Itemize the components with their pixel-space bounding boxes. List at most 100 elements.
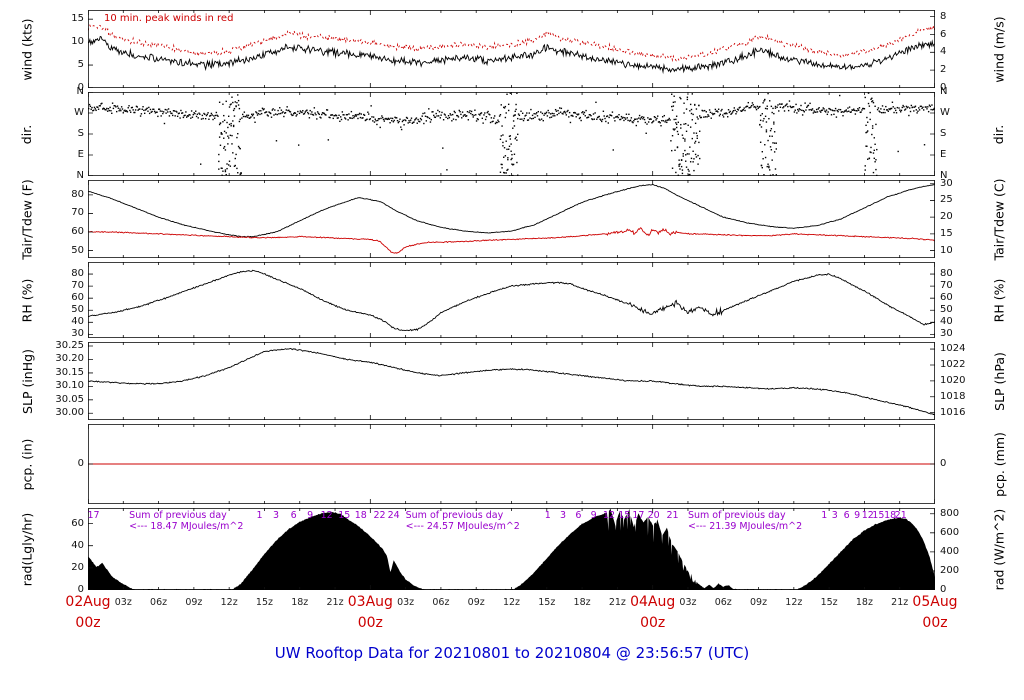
y-tick-left-rad: 40 — [71, 539, 84, 551]
axis-title-right-slp-text: SLP (hPa) — [991, 351, 1007, 411]
y-tick-right-tair: 15 — [940, 227, 953, 239]
rad-hour-mark: 21 — [666, 510, 679, 521]
y-tick-right-rad: 800 — [940, 507, 960, 519]
x-day-sublabel: 00z — [922, 615, 948, 631]
axis-title-left-dir-text: dir. — [19, 124, 35, 144]
y-tick-right-pcp: 0 — [940, 458, 947, 469]
y-tick-left-slp: 30.05 — [55, 393, 84, 405]
rad-hour-mark: 3 — [831, 510, 838, 521]
y-tick-left-tair: 50 — [71, 244, 84, 256]
x-hour-label: 03z — [679, 597, 697, 608]
y-tick-right-rad: 0 — [940, 584, 947, 595]
y-tick-left-rh: 50 — [71, 304, 84, 316]
axis-title-right-pcp-text: pcp. (mm) — [991, 431, 1007, 497]
axis-title-left-slp: SLP (inHg) — [16, 342, 38, 420]
axis-title-left-rad: rad(Lgly/hr) — [16, 508, 38, 590]
rad-hour-mark: 6 — [290, 510, 297, 521]
y-tick-right-tair: 20 — [940, 211, 953, 223]
x-day-label: 05Aug — [912, 594, 958, 610]
axis-title-right-tair: Tair/Tdew (C) — [988, 178, 1010, 260]
y-tick-left-dir: N — [76, 170, 84, 181]
rad-hour-mark: 6 — [575, 510, 582, 521]
panel-canvas-tair — [88, 180, 935, 258]
rad-hour-mark: 6 — [843, 510, 850, 521]
y-tick-left-rh: 60 — [71, 292, 84, 304]
rad-hour-mark: 24 — [387, 510, 400, 521]
x-hour-label: 15z — [820, 597, 838, 608]
y-tick-right-rh: 50 — [940, 304, 953, 316]
x-hour-label: 06z — [150, 597, 168, 608]
rad-hour-mark: 1 — [821, 510, 828, 521]
y-tick-right-wind: 2 — [940, 64, 947, 76]
axis-title-left-tair-text: Tair/Tdew (F) — [19, 178, 35, 260]
y-tick-right-rad: 400 — [940, 545, 960, 557]
rad-sum-value: <--- 21.39 MJoules/m^2 — [687, 521, 803, 532]
rad-hour-mark: 1 — [256, 510, 263, 521]
y-tick-right-dir: N — [940, 86, 948, 97]
x-hour-label: 03z — [397, 597, 415, 608]
y-tick-right-rh: 40 — [940, 316, 953, 328]
x-hour-label: 18z — [291, 597, 309, 608]
y-tick-right-slp: 1024 — [940, 343, 966, 355]
axis-title-right-rad-text: rad (W/m^2) — [991, 508, 1007, 590]
rad-hour-mark: 21 — [894, 510, 907, 521]
axis-title-right-rh: RH (%) — [988, 262, 1010, 338]
y-tick-left-pcp: 0 — [77, 458, 84, 469]
axis-title-right-wind-text: wind (m/s) — [991, 15, 1007, 83]
axis-title-right-slp: SLP (hPa) — [988, 342, 1010, 420]
y-tick-right-tair: 10 — [940, 244, 953, 256]
x-day-sublabel: 00z — [75, 615, 101, 631]
rad-sum-value: <--- 24.57 MJoules/m^2 — [405, 521, 520, 532]
y-tick-left-rad: 0 — [77, 584, 84, 595]
y-tick-left-slp: 30.00 — [55, 407, 84, 419]
y-tick-right-tair: 25 — [940, 194, 953, 206]
x-day-label: 04Aug — [630, 594, 676, 610]
y-tick-left-rad: 20 — [71, 561, 84, 573]
y-tick-left-wind: 0 — [77, 82, 84, 93]
axis-title-right-pcp: pcp. (mm) — [988, 424, 1010, 504]
y-tick-right-dir: E — [940, 149, 947, 160]
y-tick-left-dir: S — [77, 128, 84, 139]
panel-canvas-pcp — [88, 424, 935, 504]
rad-hour-mark: 22 — [373, 510, 386, 521]
rad-hour-mark: 12 — [602, 510, 615, 521]
y-tick-left-wind: 10 — [71, 36, 84, 48]
axis-title-right-wind: wind (m/s) — [988, 10, 1010, 88]
rad-hour-mark: 17 — [87, 510, 100, 521]
peak-winds-note: 10 min. peak winds in red — [104, 13, 234, 24]
rad-hour-mark: 3 — [273, 510, 280, 521]
axis-title-right-dir-text: dir. — [991, 124, 1007, 144]
panel-canvas-rad — [88, 508, 935, 590]
y-tick-left-rh: 70 — [71, 280, 84, 292]
panel-canvas-dir — [88, 92, 935, 176]
x-hour-label: 15z — [255, 597, 273, 608]
y-tick-right-wind: 8 — [940, 10, 947, 22]
y-tick-left-slp: 30.15 — [55, 366, 84, 378]
x-hour-label: 21z — [891, 597, 909, 608]
axis-title-right-tair-text: Tair/Tdew (C) — [991, 178, 1007, 260]
y-tick-right-dir: S — [940, 128, 947, 139]
y-tick-left-dir: N — [76, 86, 84, 97]
y-tick-right-rh: 30 — [940, 328, 953, 340]
rad-hour-mark: 9 — [590, 510, 597, 521]
x-hour-label: 12z — [785, 597, 803, 608]
y-tick-left-slp: 30.25 — [55, 340, 84, 352]
y-tick-right-wind: 6 — [940, 28, 947, 40]
axis-title-left-wind-text: wind (kts) — [19, 18, 35, 80]
y-tick-right-slp: 1022 — [940, 358, 966, 370]
y-tick-left-slp: 30.10 — [55, 380, 84, 392]
axis-title-left-rh-text: RH (%) — [19, 278, 35, 322]
rad-hour-mark: 9 — [854, 510, 861, 521]
y-tick-right-rad: 600 — [940, 526, 960, 538]
x-day-label: 03Aug — [347, 594, 393, 610]
axis-title-left-slp-text: SLP (inHg) — [19, 348, 35, 414]
rad-hour-mark: 15 — [338, 510, 351, 521]
x-hour-label: 09z — [467, 597, 485, 608]
panel-canvas-wind — [88, 10, 935, 88]
y-tick-left-rh: 40 — [71, 316, 84, 328]
y-tick-left-slp: 30.20 — [55, 353, 84, 365]
axis-title-left-pcp: pcp. (in) — [16, 424, 38, 504]
x-day-label: 02Aug — [65, 594, 111, 610]
axis-title-left-dir: dir. — [16, 92, 38, 176]
